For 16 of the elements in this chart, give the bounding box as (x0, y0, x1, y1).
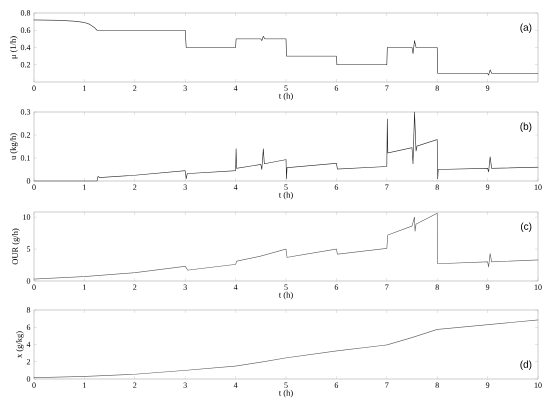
annotation: (b) (520, 122, 532, 132)
line-series (34, 320, 538, 378)
x-axis-title: t (h) (278, 192, 293, 200)
y-axis-title: μ (1/h) (10, 36, 18, 58)
y-axis-title: u (kg/h) (10, 133, 18, 160)
line-series (34, 112, 538, 182)
annotation: (c) (520, 222, 532, 232)
annotation: (d) (520, 360, 532, 370)
annotation: (a) (520, 24, 532, 33)
line-series (34, 20, 538, 76)
x-axis-title: t (h) (278, 390, 293, 398)
y-axis-title: x (g/kg) (16, 331, 24, 358)
x-axis-title: t (h) (278, 92, 293, 100)
y-axis-title: OUR (g/h) (12, 228, 20, 264)
x-axis-title: t (h) (278, 292, 293, 300)
line-series (34, 212, 538, 280)
